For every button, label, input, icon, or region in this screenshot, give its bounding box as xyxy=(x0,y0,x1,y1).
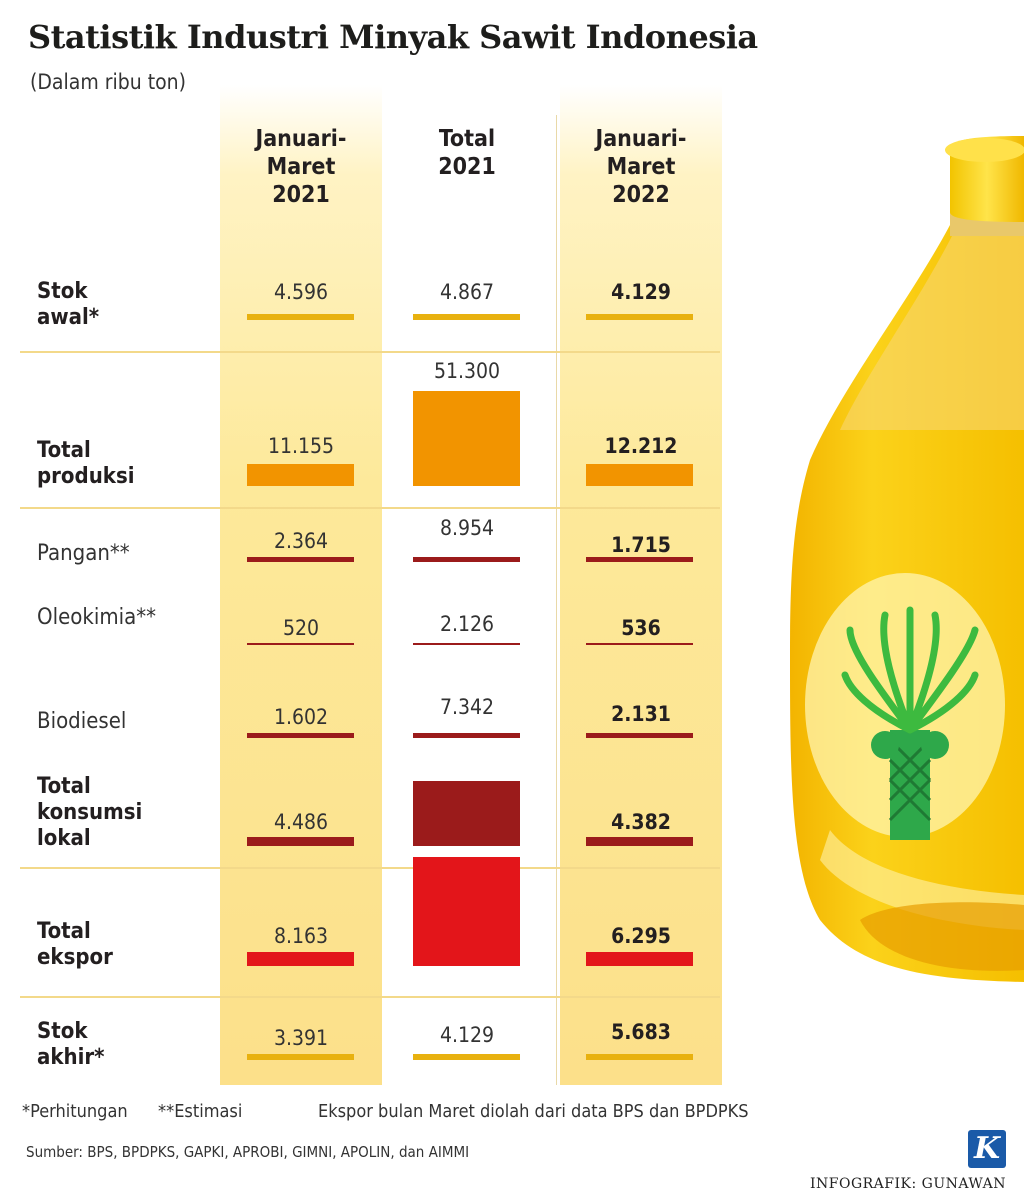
value-total-produksi-2022q1: 12.212 xyxy=(604,434,678,458)
bar-6-0 xyxy=(247,952,354,966)
row-divider xyxy=(20,351,720,353)
value-pangan-2021q1: 2.364 xyxy=(273,529,329,553)
bar-7-1 xyxy=(413,1054,520,1060)
bar-0-0 xyxy=(247,314,354,320)
row-label-biodiesel: Biodiesel xyxy=(37,709,127,734)
palm-tree-icon xyxy=(841,606,979,840)
bar-1-1 xyxy=(413,391,520,486)
value-pangan-2021: 8.954 xyxy=(439,516,495,540)
row-divider xyxy=(20,867,720,869)
value-stok-akhir-2021q1: 3.391 xyxy=(273,1026,329,1050)
value-stok-akhir-2022q1: 5.683 xyxy=(611,1020,671,1044)
column-band-jan-mar-2022 xyxy=(560,85,722,1085)
value-stok-akhir-2021: 4.129 xyxy=(439,1023,495,1047)
bar-3-2 xyxy=(586,643,693,645)
value-stok-awal-2021: 4.867 xyxy=(439,280,495,304)
row-label-stok-akhir: Stok akhir* xyxy=(37,1019,105,1070)
bar-4-1 xyxy=(413,733,520,738)
footnote-ekspor: Ekspor bulan Maret diolah dari data BPS … xyxy=(318,1101,749,1122)
bar-7-2 xyxy=(586,1054,693,1060)
bar-1-2 xyxy=(586,464,693,486)
bar-5-0 xyxy=(247,837,354,846)
value-total-konsumsi-2022q1: 4.382 xyxy=(611,810,671,834)
bar-1-0 xyxy=(247,464,354,486)
page-subtitle: (Dalam ribu ton) xyxy=(30,70,187,94)
row-label-stok-awal: Stok awal* xyxy=(37,279,100,330)
column-header-jan-mar-2021: Januari- Maret 2021 xyxy=(255,126,347,208)
value-total-konsumsi-2021q1: 4.486 xyxy=(273,810,329,834)
value-stok-awal-2021q1: 4.596 xyxy=(273,280,329,304)
value-pangan-2022q1: 1.715 xyxy=(611,533,671,557)
source-text: Sumber: BPS, BPDPKS, GAPKI, APROBI, GIMN… xyxy=(26,1143,470,1161)
row-divider xyxy=(20,996,720,998)
column-header-jan-mar-2022: Januari- Maret 2022 xyxy=(595,126,687,208)
value-biodiesel-2022q1: 2.131 xyxy=(611,702,671,726)
value-total-produksi-2021q1: 11.155 xyxy=(267,434,335,458)
bar-5-1 xyxy=(413,781,520,846)
bar-0-1 xyxy=(413,314,520,320)
bar-0-2 xyxy=(586,314,693,320)
bar-2-2 xyxy=(586,557,693,562)
bar-3-1 xyxy=(413,643,520,645)
bar-5-2 xyxy=(586,837,693,846)
column-header-total-2021: Total 2021 xyxy=(438,126,496,180)
row-label-oleokimia: Oleokimia** xyxy=(37,605,157,630)
column-separator xyxy=(556,115,557,1085)
infographic-credit: INFOGRAFIK: GUNAWAN xyxy=(809,1176,1006,1192)
value-biodiesel-2021q1: 1.602 xyxy=(273,705,329,729)
value-total-ekspor-2021q1: 8.163 xyxy=(273,924,329,948)
row-label-total-ekspor: Total ekspor xyxy=(37,919,113,970)
publisher-logo: K xyxy=(968,1130,1006,1168)
row-label-pangan: Pangan** xyxy=(37,541,130,566)
value-stok-awal-2022q1: 4.129 xyxy=(611,280,671,304)
bar-4-2 xyxy=(586,733,693,738)
row-label-total-produksi: Total produksi xyxy=(37,438,135,489)
footnote-estimasi: **Estimasi xyxy=(158,1101,243,1122)
page-title: Statistik Industri Minyak Sawit Indonesi… xyxy=(28,18,758,56)
bar-6-2 xyxy=(586,952,693,966)
value-oleokimia-2021q1: 520 xyxy=(282,616,320,640)
bar-7-0 xyxy=(247,1054,354,1060)
footnote-perhitungan: *Perhitungan xyxy=(22,1101,128,1122)
bar-2-0 xyxy=(247,557,354,562)
row-divider xyxy=(20,507,720,509)
value-total-ekspor-2022q1: 6.295 xyxy=(611,924,671,948)
value-oleokimia-2021: 2.126 xyxy=(439,612,495,636)
column-band-jan-mar-2021 xyxy=(220,85,382,1085)
bar-6-1 xyxy=(413,857,520,966)
value-total-produksi-2021: 51.300 xyxy=(433,359,501,383)
row-label-total-konsumsi-lokal: Total konsumsi lokal xyxy=(37,774,143,851)
bar-4-0 xyxy=(247,733,354,738)
bar-3-0 xyxy=(247,643,354,645)
bar-2-1 xyxy=(413,557,520,562)
value-biodiesel-2021: 7.342 xyxy=(439,695,495,719)
value-oleokimia-2022q1: 536 xyxy=(621,616,661,640)
oil-bottle-illustration xyxy=(790,136,1024,982)
